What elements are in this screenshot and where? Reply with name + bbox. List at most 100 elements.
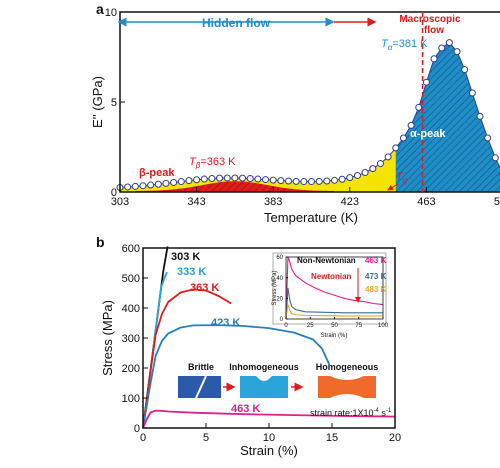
- data-point-marker: [484, 134, 492, 142]
- data-point-marker: [308, 178, 315, 186]
- panel-b-ytick-label: 300: [122, 333, 140, 345]
- beta-peak-label: β-peak: [139, 167, 175, 179]
- t-g-label: Tg: [396, 171, 408, 185]
- brittle-sample-icon: [178, 375, 221, 399]
- inset-legend-473k: 473 K: [365, 272, 387, 281]
- data-point-marker: [239, 174, 247, 182]
- inset-xtick-label: 100: [378, 323, 389, 329]
- t-g-symbol: T: [396, 171, 404, 183]
- panel-b-ytick-label: 600: [122, 243, 140, 255]
- inset-ylabel: Stress (MPa): [272, 270, 278, 305]
- label-423k: 423 K: [211, 317, 240, 329]
- t-alpha-label: Tα=381 K: [381, 38, 428, 52]
- data-point-marker: [461, 66, 469, 74]
- data-point-marker: [131, 182, 139, 190]
- t-g-arrow: [387, 183, 399, 191]
- panel-b-label: b: [96, 234, 105, 250]
- t-alpha-value: =381 K: [392, 38, 428, 50]
- data-point-marker: [277, 177, 285, 185]
- t-g-subscript: g: [403, 176, 408, 185]
- data-point-marker: [223, 174, 231, 182]
- data-point-marker: [369, 165, 377, 173]
- data-point-marker: [376, 160, 384, 168]
- panel-b-ytick-label: 200: [122, 363, 140, 375]
- inset-legend-483k: 483 K: [365, 285, 387, 294]
- homogeneous-label: Homogeneous: [316, 362, 379, 372]
- data-point-marker: [445, 39, 453, 47]
- panel-b-curves: [142, 246, 396, 429]
- data-point-marker: [216, 174, 224, 182]
- panel-b-xtick-label: 5: [203, 432, 209, 444]
- data-point-marker: [262, 176, 270, 184]
- data-point-marker: [185, 177, 193, 185]
- macroscopic-flow-label-2: flow: [424, 25, 444, 36]
- inset-xtick-label: 25: [307, 323, 314, 329]
- homogeneous-sample-icon: [318, 376, 376, 398]
- t-beta-label: Tβ=363 K: [189, 156, 236, 170]
- inset-ytick-label: 0: [280, 317, 284, 323]
- data-point-marker: [124, 183, 132, 191]
- beta-peak-fill: [135, 181, 335, 192]
- data-point-marker: [292, 177, 300, 185]
- macroscopic-flow-label-1: Macroscopic: [399, 14, 461, 25]
- panel-a-ytick-label: 5: [111, 97, 117, 109]
- data-point-marker: [208, 175, 216, 182]
- alpha-peak-label: α-peak: [410, 128, 446, 140]
- data-point-marker: [361, 169, 369, 177]
- panel-a-xtick-label: 303: [111, 196, 129, 208]
- panel-b-ytick-label: 500: [122, 273, 140, 285]
- data-point-marker: [468, 89, 476, 97]
- inset-legend-463k: 463 K: [365, 256, 387, 265]
- data-point-marker: [147, 181, 155, 189]
- t-beta-subscript: β: [195, 161, 201, 170]
- data-point-marker: [162, 179, 170, 187]
- strain-rate-exp: -4: [374, 408, 380, 414]
- panel-b-ytick-label: 100: [122, 393, 140, 405]
- data-point-marker: [392, 144, 400, 152]
- data-point-marker: [338, 175, 346, 183]
- panel-b-xtick-label: 20: [389, 432, 401, 444]
- panel-a-xtick-label: 503: [494, 196, 500, 208]
- panel-b-xtick-label: 10: [263, 432, 275, 444]
- stress-strain-inset: 0 25 50 75 100 0 20 40 60 Non-Newtonian Newtonia…: [272, 252, 389, 339]
- inset-curve-483k: [285, 304, 383, 320]
- data-point-marker: [384, 153, 392, 161]
- newtonian-label: Newtonian: [311, 272, 352, 281]
- alpha-peak-fill: [395, 42, 500, 192]
- panel-a-area-fills: [120, 42, 500, 192]
- inset-xlabel: Strain (%): [321, 333, 348, 339]
- panel-a-ytick-label: 0: [111, 187, 117, 199]
- inhomogeneous-label: Inhomogeneous: [229, 362, 299, 372]
- panel-a-xtick-label: 463: [417, 196, 435, 208]
- strain-rate-unit-exp: -1: [386, 408, 392, 414]
- data-point-marker: [285, 177, 293, 185]
- strain-rate-text: strain rate:1X10: [310, 408, 374, 418]
- curve-463k: [142, 409, 396, 429]
- data-point-marker: [323, 177, 331, 185]
- inset-xtick-label: 75: [355, 323, 362, 329]
- data-point-marker: [139, 182, 147, 190]
- inset-curve-463k: [285, 256, 384, 320]
- brittle-label: Brittle: [188, 362, 214, 372]
- inset-ytick-label: 20: [276, 296, 283, 302]
- data-point-marker: [422, 78, 430, 86]
- inset-curves: [285, 256, 384, 320]
- inset-axes: 0 25 50 75 100 0 20 40 60: [276, 255, 388, 329]
- label-303k: 303 K: [171, 251, 200, 263]
- data-point-marker: [399, 134, 407, 142]
- inset-xtick-label: 50: [331, 323, 338, 329]
- panel-a: 303 343 383 423 463 503 0 5 10 Hidden flow Macro…: [90, 7, 500, 225]
- strain-rate-label: strain rate:1X10-4 s-1: [310, 408, 392, 418]
- curve-423k: [142, 324, 331, 429]
- inset-ytick-label: 40: [276, 276, 283, 282]
- panel-b-ytick-label: 0: [134, 423, 140, 435]
- panel-b-xlabel: Strain (%): [240, 443, 298, 458]
- t-beta-symbol: T: [189, 156, 197, 168]
- panel-b-ytick-label: 400: [122, 303, 140, 315]
- data-point-marker: [177, 178, 185, 186]
- panel-a-xlabel: Temperature (K): [264, 210, 358, 225]
- data-point-marker: [300, 178, 308, 186]
- t-alpha-symbol: T: [381, 38, 389, 50]
